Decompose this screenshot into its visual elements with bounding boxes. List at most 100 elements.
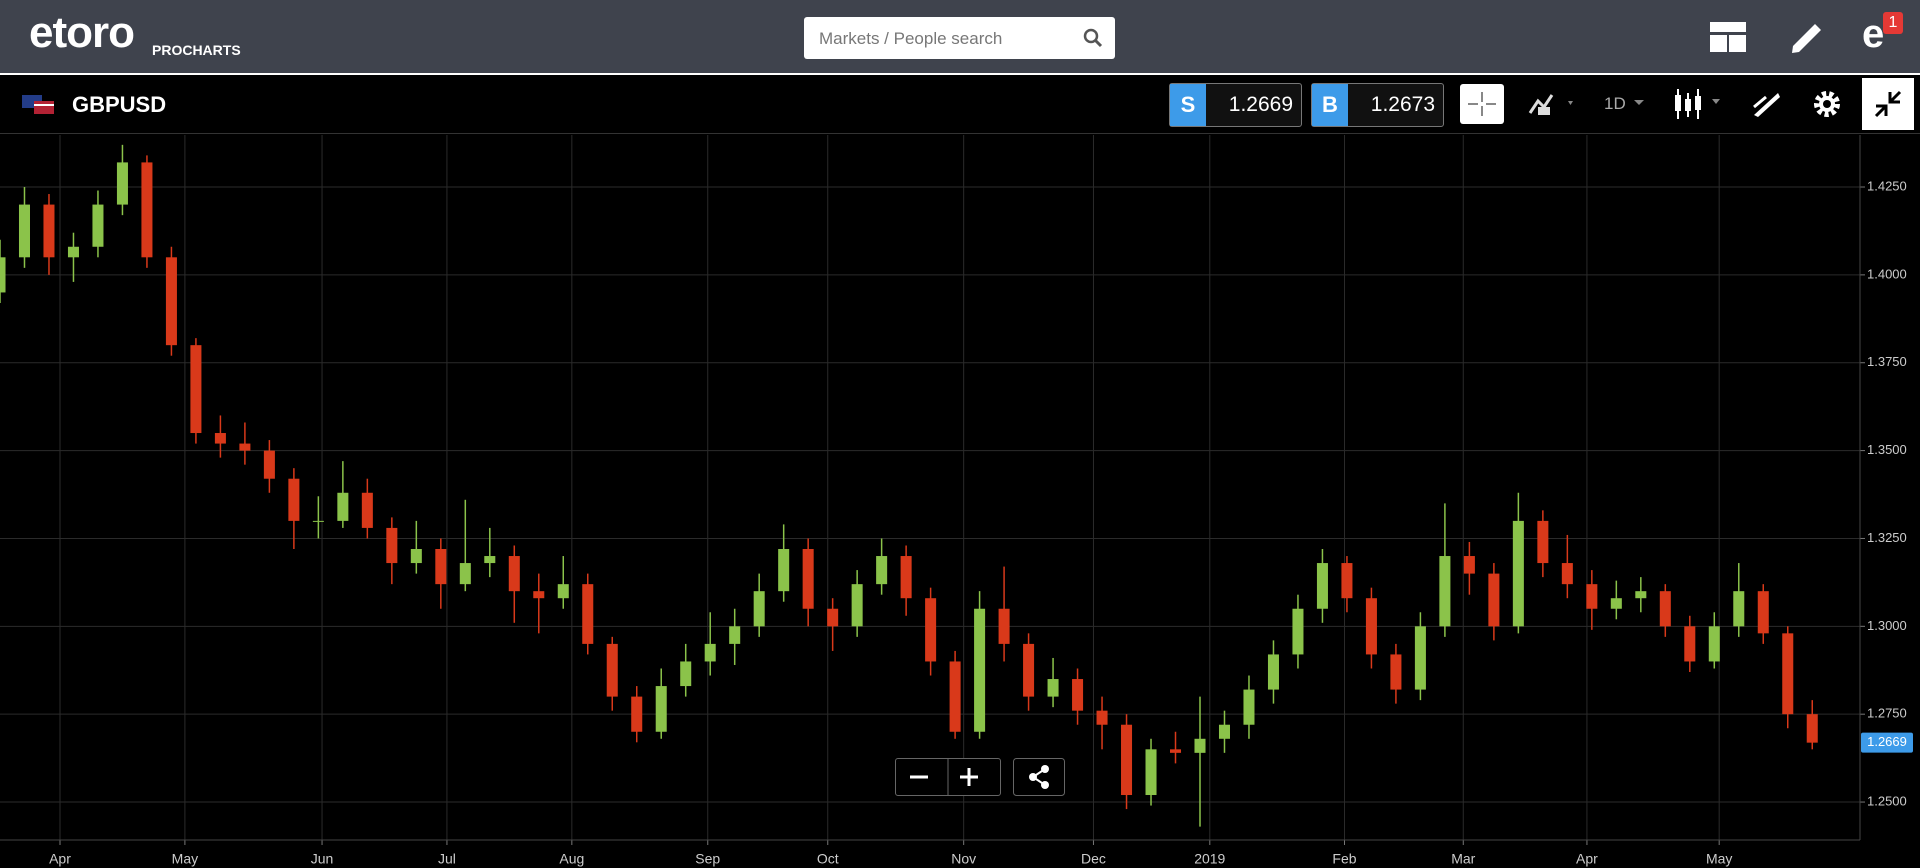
candle-body: [1096, 710, 1108, 725]
y-tick-label: 1.3500: [1867, 442, 1907, 457]
x-tick-label: Sep: [695, 851, 720, 867]
buy-button[interactable]: B 1.2673: [1311, 83, 1444, 127]
x-tick-label: Jun: [311, 851, 334, 867]
y-tick-label: 1.2500: [1867, 793, 1907, 808]
candle-body: [1414, 626, 1426, 690]
candle-body: [704, 643, 716, 662]
top-bar: etoro PROCHARTS Markets / People search …: [0, 0, 1920, 75]
candle-body: [459, 563, 471, 585]
fullscreen-button[interactable]: [1862, 78, 1914, 130]
profile-icon[interactable]: e: [1862, 12, 1885, 56]
crosshair-button[interactable]: [1460, 84, 1504, 124]
indicators-button[interactable]: [1528, 89, 1578, 119]
search-placeholder: Markets / People search: [819, 29, 1003, 48]
zoom-controls: [895, 758, 1001, 796]
candle-body: [239, 443, 251, 451]
candle-body: [1145, 749, 1157, 796]
sell-price: 1.2669: [1228, 93, 1293, 116]
candle-body: [1218, 724, 1230, 739]
candle-body: [190, 345, 202, 434]
x-tick-label: Nov: [951, 851, 976, 867]
x-tick-label: Oct: [817, 851, 839, 867]
candle-body: [876, 556, 888, 585]
chart: 1.2500 1.2750 1.3000 1.3250 1.3500 1.3750 1.40…: [0, 135, 1913, 867]
candle-body: [1806, 714, 1818, 743]
candle-body: [0, 257, 6, 293]
candle-body: [802, 549, 814, 609]
zoom-icons: [910, 759, 978, 795]
candle-body: [43, 204, 55, 258]
candle-body: [1610, 598, 1622, 609]
candle-body: [288, 478, 300, 521]
candle-body: [1684, 626, 1696, 662]
sell-button[interactable]: S 1.2669: [1169, 83, 1302, 127]
x-tick-label: May: [172, 851, 198, 867]
candle-body: [680, 661, 692, 687]
candle-body: [1733, 591, 1745, 627]
candle-body: [1292, 608, 1304, 655]
candle-body: [1365, 598, 1377, 655]
candle-body: [1586, 584, 1598, 609]
candle-body: [263, 450, 275, 479]
settings-button[interactable]: [1812, 89, 1842, 119]
candle-body: [827, 608, 839, 627]
x-tick-label: Apr: [1576, 851, 1598, 867]
candle-body: [1463, 556, 1475, 574]
candle-body: [1047, 679, 1059, 697]
x-tick-label: 2019: [1194, 851, 1225, 867]
drawing-button[interactable]: [1752, 89, 1782, 119]
candle-body: [1267, 654, 1279, 690]
candle-body: [557, 584, 569, 599]
candle-body: [337, 492, 349, 521]
candle-body: [1390, 654, 1402, 690]
timeframe-caret: [1634, 100, 1644, 105]
candle-body: [361, 492, 373, 528]
candle-body: [141, 162, 153, 258]
candle-body: [1439, 556, 1451, 627]
candle-body: [631, 696, 643, 732]
candle-body: [582, 584, 594, 644]
x-tick-label: Dec: [1081, 851, 1106, 867]
candle-body: [67, 246, 79, 258]
candle-body: [312, 520, 324, 522]
candle-body: [925, 598, 937, 662]
instrument-name: GBPUSD: [72, 92, 167, 117]
x-tick-label: Mar: [1451, 851, 1475, 867]
x-tick-label: Aug: [559, 851, 584, 867]
candle-body: [1243, 689, 1255, 725]
candle-body: [1537, 520, 1549, 564]
candle-body: [18, 204, 30, 258]
candle-body: [1512, 520, 1524, 627]
chart-type-button[interactable]: [1672, 87, 1722, 121]
candle-body: [508, 556, 520, 592]
candle-body: [655, 686, 667, 732]
search-box[interactable]: Markets / People search: [804, 17, 1115, 59]
notification-badge[interactable]: 1: [1883, 12, 1903, 34]
sell-label: S: [1170, 84, 1206, 126]
candle-body: [900, 556, 912, 599]
candle-body: [778, 549, 790, 592]
timeframe-button[interactable]: 1D: [1604, 94, 1626, 113]
share-button[interactable]: [1013, 758, 1065, 796]
y-tick-label: 1.3250: [1867, 530, 1907, 545]
candle-body: [851, 584, 863, 627]
flag-icon: [22, 95, 54, 114]
layout-icon[interactable]: [1710, 22, 1746, 52]
candle-body: [606, 643, 618, 697]
buy-label: B: [1312, 84, 1348, 126]
y-tick-label: 1.3000: [1867, 618, 1907, 633]
logo[interactable]: etoro: [29, 8, 135, 57]
candle-body: [116, 162, 128, 205]
candle-body: [1708, 626, 1720, 662]
candle-body: [949, 661, 961, 732]
candle-body: [1757, 591, 1769, 634]
edit-icon[interactable]: [1787, 16, 1827, 56]
candle-body: [974, 608, 986, 732]
x-tick-label: Jul: [438, 851, 456, 867]
candle-body: [729, 626, 741, 644]
product-name: PROCHARTS: [152, 42, 241, 58]
candle-body: [484, 556, 496, 564]
candle-body: [1488, 573, 1500, 627]
last-price-label: 1.2669: [1867, 734, 1907, 749]
